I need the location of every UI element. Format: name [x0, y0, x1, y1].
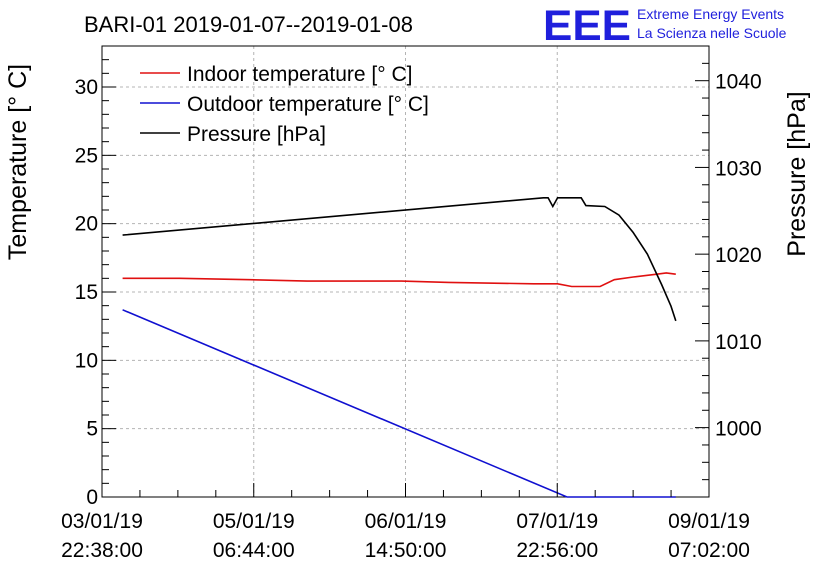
series-line-3 — [122, 197, 677, 322]
y-tick-label: 30 — [75, 76, 98, 99]
y2-tick-label: 1010 — [715, 331, 762, 354]
y-tick-label: 10 — [75, 349, 98, 372]
y2-axis-label: Pressure [hPa] — [783, 91, 811, 256]
y-tick-label: 25 — [75, 144, 98, 167]
logo-mark: EEE — [543, 2, 631, 50]
y-tick-label: 0 — [86, 486, 98, 509]
x-tick-label-time: 14:50:00 — [365, 539, 447, 562]
y2-tick-label: 1040 — [715, 71, 762, 94]
chart-title: BARI-01 2019-01-07--2019-01-08 — [84, 12, 413, 37]
x-tick-label-time: 22:38:00 — [61, 539, 143, 562]
y-tick-label: 20 — [75, 213, 98, 236]
series-line-1 — [122, 272, 676, 288]
series-lines — [122, 197, 677, 498]
x-tick-label-time: 06:44:00 — [213, 539, 295, 562]
y-axis-label: Temperature [° C] — [4, 64, 32, 260]
y-tick-label: 15 — [75, 281, 98, 304]
x-tick-label-time: 22:56:00 — [516, 539, 598, 562]
series-line-2 — [122, 309, 676, 498]
logo-line-2: La Scienza nelle Scuole — [637, 25, 787, 41]
legend-label: Indoor temperature [° C] — [187, 63, 413, 86]
legend: Indoor temperature [° C] Outdoor temperat… — [140, 63, 429, 146]
y-tick-label: 5 — [86, 418, 98, 441]
x-tick-label-time: 07:02:00 — [668, 539, 750, 562]
legend-label: Pressure [hPa] — [187, 123, 326, 146]
x-tick-label-date: 03/01/19 — [61, 510, 143, 533]
x-tick-label-date: 09/01/19 — [668, 510, 750, 533]
grid — [102, 46, 709, 497]
y2-tick-label: 1020 — [715, 244, 762, 267]
x-tick-label-date: 06/01/19 — [365, 510, 447, 533]
legend-label: Outdoor temperature [° C] — [187, 93, 429, 116]
x-tick-label-date: 07/01/19 — [516, 510, 598, 533]
logo: EEE Extreme Energy Events La Scienza nel… — [543, 2, 787, 50]
x-tick-label-date: 05/01/19 — [213, 510, 295, 533]
axes: 03/01/19 22:38:00 05/01/19 06:44:00 06/01/19… — [61, 45, 762, 562]
logo-line-1: Extreme Energy Events — [637, 6, 784, 22]
y2-tick-label: 1030 — [715, 157, 762, 180]
y2-tick-label: 1000 — [715, 418, 762, 441]
